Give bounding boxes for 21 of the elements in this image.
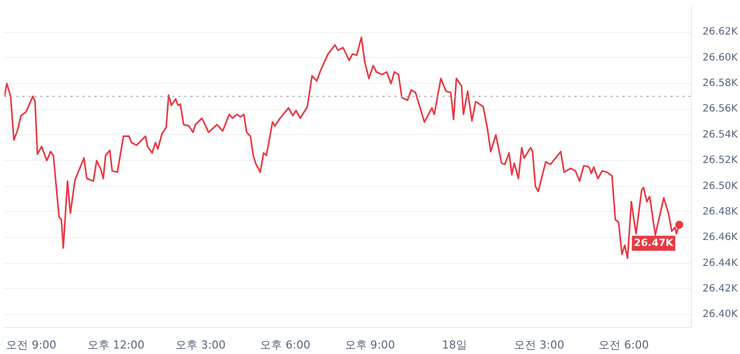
y-tick-label: 26.56K <box>702 104 738 115</box>
y-tick-label: 26.54K <box>702 129 738 140</box>
y-tick-label: 26.46K <box>702 232 738 244</box>
y-tick-label: 26.48K <box>702 206 738 218</box>
y-tick-label: 26.44K <box>702 258 738 269</box>
x-tick-label: 오전 3:00 <box>514 338 564 352</box>
x-tick-label: 오후 12:00 <box>87 338 145 352</box>
annotation: 26.47K <box>634 238 675 249</box>
y-tick-label: 26.42K <box>702 283 738 294</box>
y-tick-label: 26.58K <box>702 78 738 90</box>
x-tick-label: 오전 9:00 <box>6 338 56 352</box>
x-tick-label: 오전 6:00 <box>598 338 649 352</box>
y-tick-label: 26.40K <box>702 309 738 320</box>
x-tick-label: 오후 9:00 <box>344 338 395 352</box>
x-tick-label: 오후 6:00 <box>260 338 310 352</box>
y-tick-label: 26.62K <box>702 26 738 38</box>
y-tick-label: 26.50K <box>702 180 738 192</box>
x-tick-label: 오후 3:00 <box>175 338 226 352</box>
y-tick-label: 26.52K <box>702 155 738 166</box>
y-tick-label: 26.60K <box>702 52 738 64</box>
x-tick-label: 18일 <box>442 338 468 352</box>
